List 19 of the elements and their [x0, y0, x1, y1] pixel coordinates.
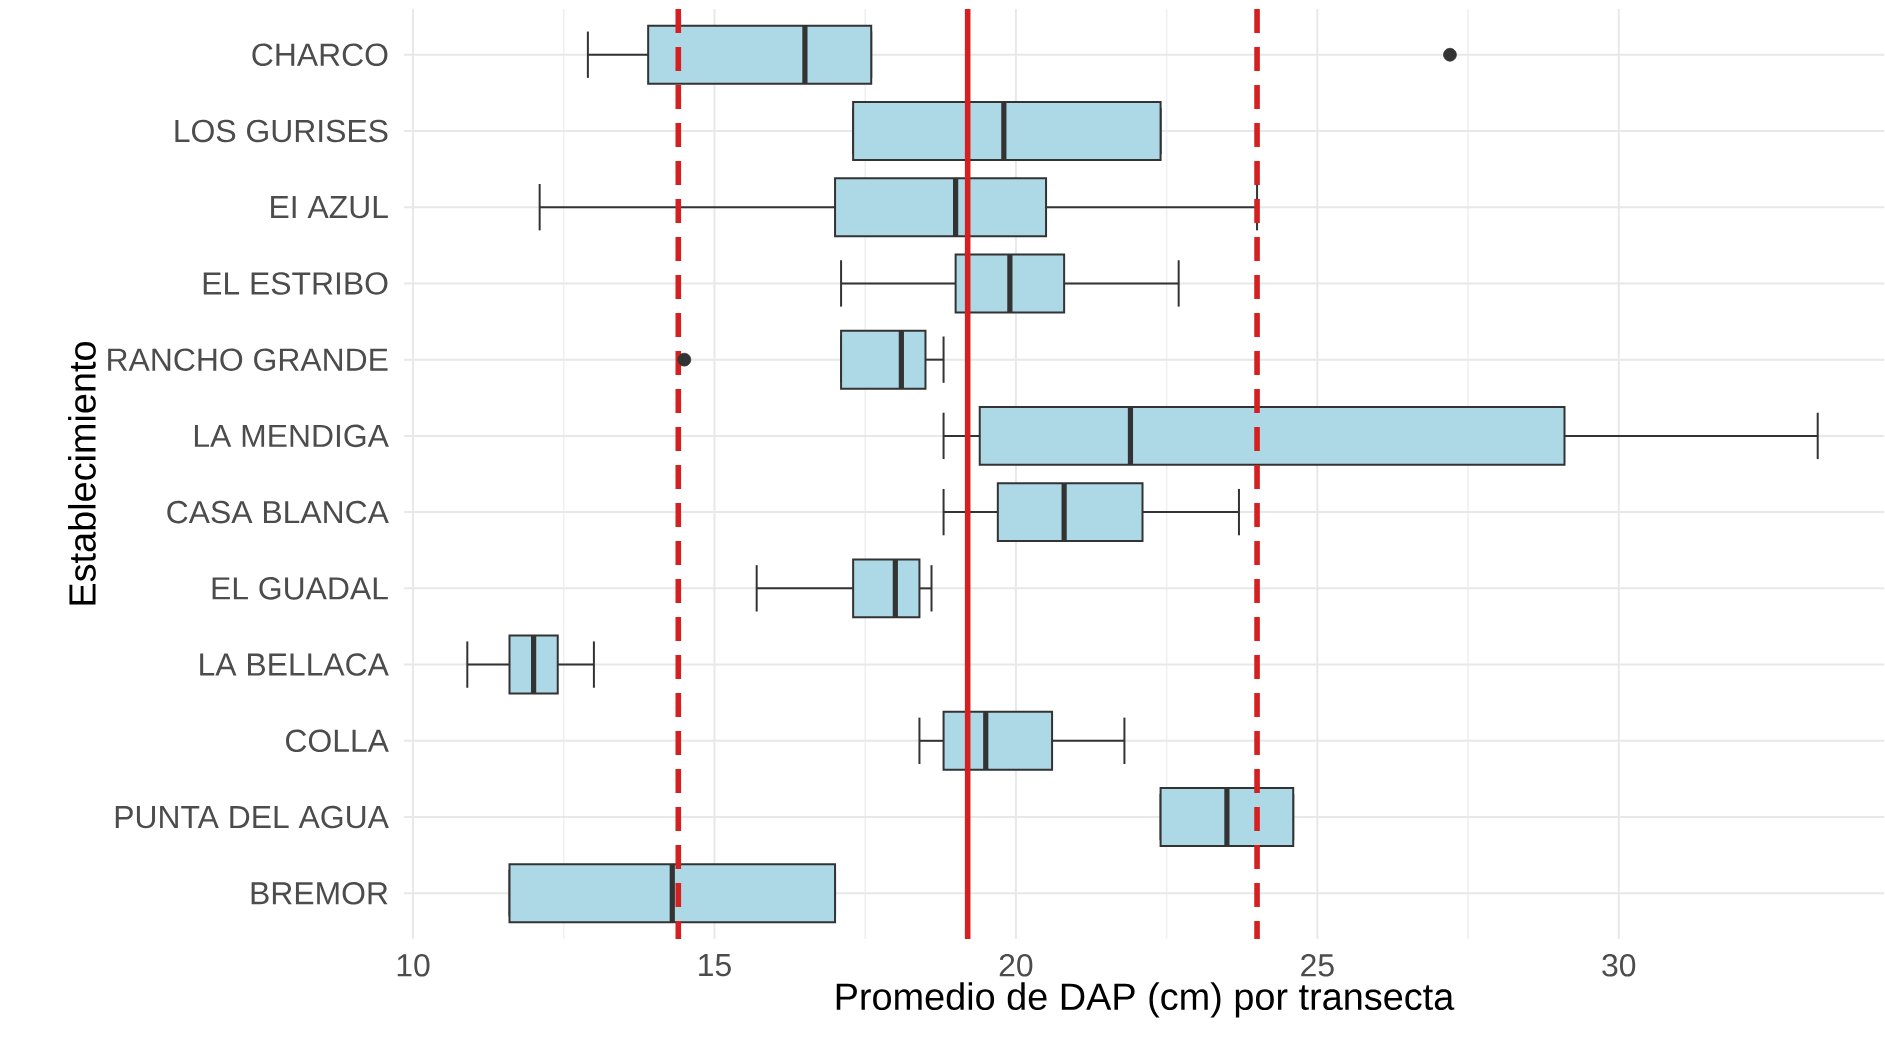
y-tick-label: LOS GURISES	[175, 119, 388, 143]
y-tick-label: EL GUADAL	[212, 577, 388, 600]
x-tick-label: 30	[1602, 954, 1636, 977]
x-axis-title: Promedio de DAP (cm) por transecta	[836, 982, 1455, 1018]
x-tick-label: 15	[699, 954, 731, 977]
x-tick-label: 10	[397, 954, 430, 977]
y-tick-label: COLLA	[286, 729, 389, 753]
y-tick-label: CASA BLANCA	[167, 500, 389, 524]
y-tick-label: CHARCO	[252, 43, 388, 67]
y-tick-label: LA MENDIGA	[194, 424, 389, 448]
y-tick-label: BREMOR	[251, 882, 388, 905]
y-tick-label: RANCHO GRANDE	[108, 348, 388, 371]
y-axis-title: Establecimiento	[68, 342, 96, 605]
y-tick-label: EL ESTRIBO	[203, 272, 388, 295]
y-tick-label: PUNTA DEL AGUA	[115, 805, 389, 829]
y-tick-label: EI AZUL	[271, 196, 388, 219]
x-tick-label: 25	[1301, 954, 1334, 977]
x-tick-label: 20	[999, 954, 1033, 977]
y-tick-label: LA BELLACA	[200, 653, 389, 676]
